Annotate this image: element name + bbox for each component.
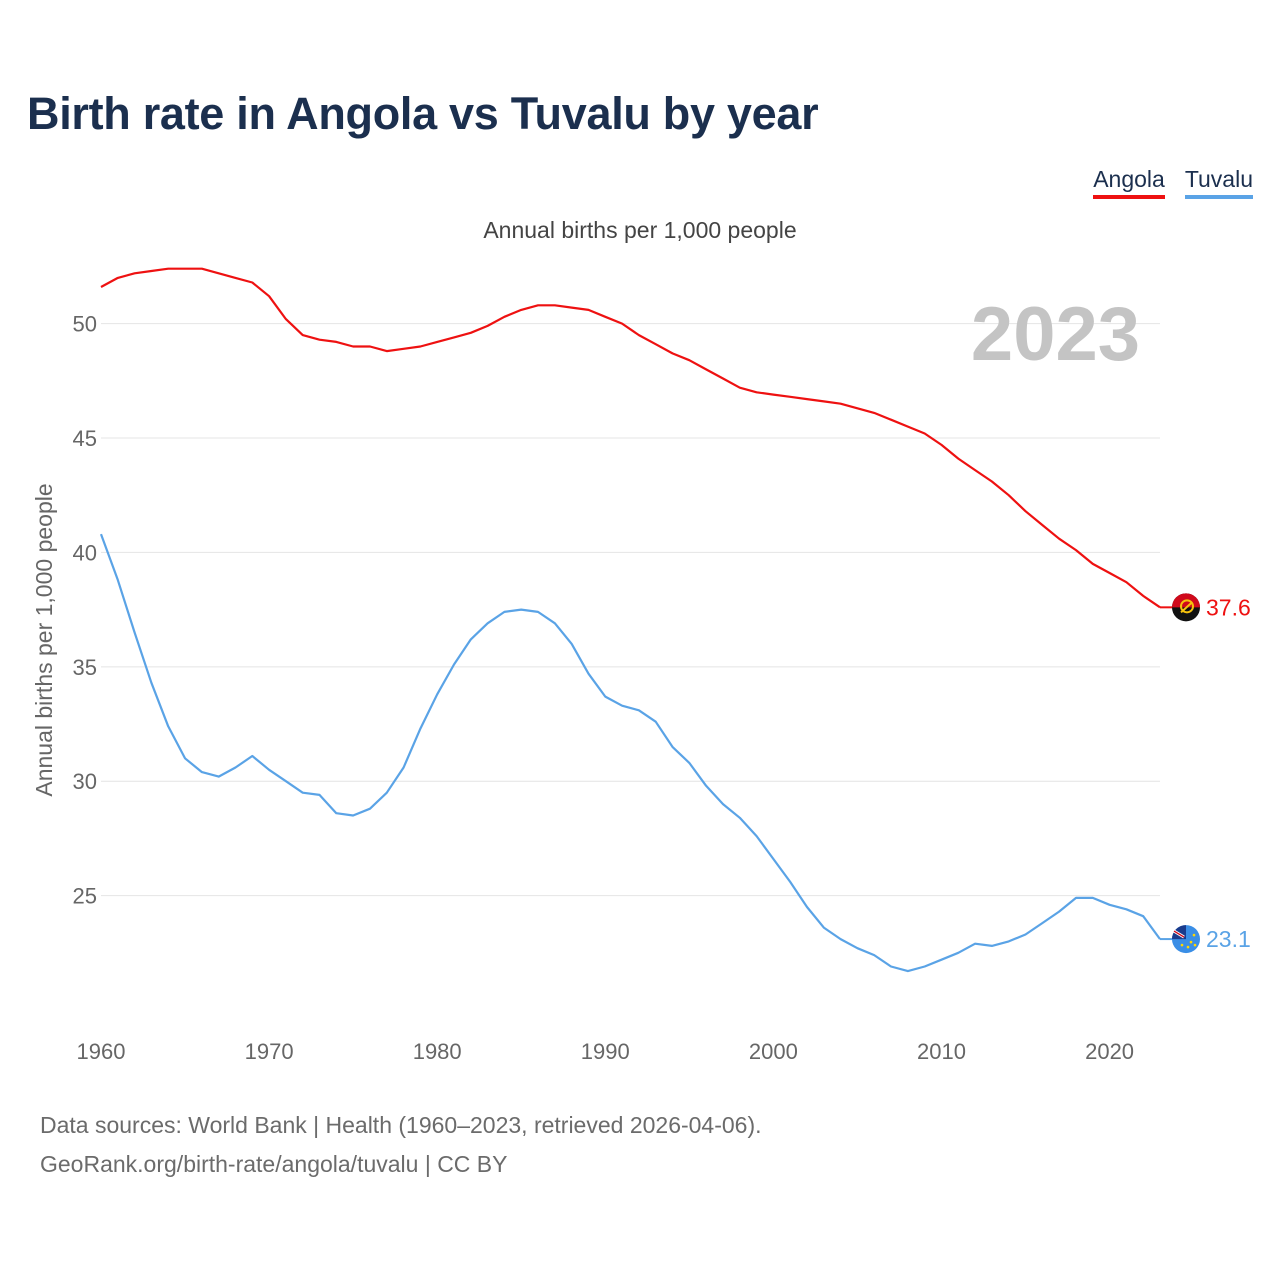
x-tick-label-1980: 1980 (413, 1039, 462, 1064)
flag-tuvalu-saltire-red (1173, 930, 1185, 938)
source-note: Data sources: World Bank | Health (1960–… (40, 1106, 762, 1184)
chart-title: Birth rate in Angola vs Tuvalu by year (27, 88, 819, 139)
series-line-tuvalu (99, 533, 1161, 973)
series-lines (99, 267, 1174, 973)
flag-tuvalu-star-4 (1193, 943, 1197, 947)
flag-tuvalu-icon (1172, 925, 1200, 954)
y-tick-label-40: 40 (73, 540, 97, 565)
series-line-angola (100, 267, 1161, 609)
legend-item-angola[interactable]: Angola (1093, 166, 1165, 199)
legend-item-tuvalu[interactable]: Tuvalu (1184, 166, 1253, 199)
y-tick-label-45: 45 (73, 426, 97, 451)
y-axis-label: Annual births per 1,000 people (31, 483, 57, 796)
flag-tuvalu-star-0 (1189, 940, 1193, 944)
source-line-2: GeoRank.org/birth-rate/angola/tuvalu | C… (40, 1151, 508, 1177)
end-value-label-tuvalu: 23.1 (1206, 926, 1251, 952)
flag-angola-machete (1180, 601, 1193, 614)
x-tick-label-2000: 2000 (749, 1039, 798, 1064)
x-tick-label-1960: 1960 (77, 1039, 126, 1064)
chart-subtitle: Annual births per 1,000 people (483, 217, 797, 243)
flag-tuvalu-star-3 (1180, 943, 1184, 947)
y-tick-label-25: 25 (73, 884, 97, 909)
source-line-1: Data sources: World Bank | Health (1960–… (40, 1112, 762, 1138)
y-tick-label-30: 30 (73, 769, 97, 794)
y-tick-label-50: 50 (73, 312, 97, 337)
x-tick-label-1990: 1990 (581, 1039, 630, 1064)
y-tick-label-35: 35 (73, 655, 97, 680)
x-tick-label-1970: 1970 (245, 1039, 294, 1064)
end-value-label-angola: 37.6 (1206, 594, 1251, 620)
x-tick-label-2010: 2010 (917, 1039, 966, 1064)
axis-ticks: 25 30 35 40 45 50 1960 1970 1980 1990 2000 2010 2020 (73, 312, 1135, 1064)
legend: Angola Tuvalu (1093, 166, 1253, 199)
flag-angola-icon (1172, 593, 1200, 622)
flag-tuvalu-star-2 (1186, 945, 1190, 949)
year-watermark: 2023 (971, 292, 1140, 377)
flag-tuvalu-star-1 (1192, 933, 1196, 937)
x-tick-label-2020: 2020 (1085, 1039, 1134, 1064)
grid-lines (101, 323, 1160, 897)
end-markers: 37.6 23.1 (1172, 593, 1251, 954)
flag-angola-gear (1180, 599, 1194, 614)
